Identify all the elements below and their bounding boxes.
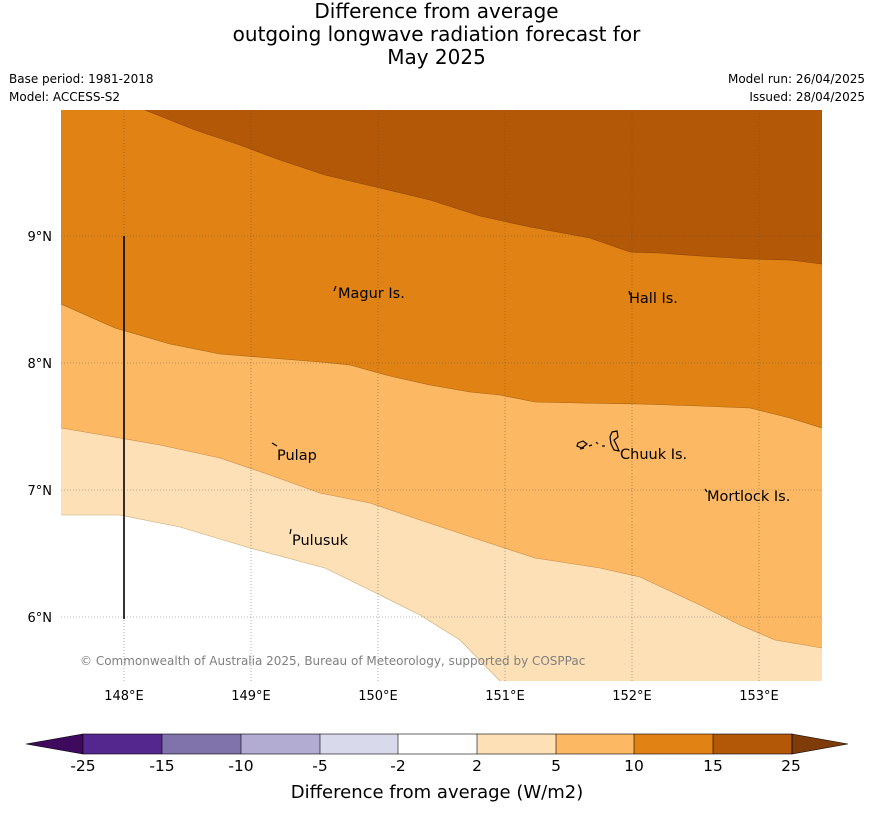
contour-edge-2 (61, 514, 501, 681)
islands (271, 285, 708, 535)
title-line-3: May 2025 (387, 45, 486, 69)
colorbar-label: 25 (781, 757, 801, 775)
colorbar-bin-minus25-minus15 (83, 734, 162, 754)
x-tick-153e: 153°E (739, 689, 779, 704)
label-chuuk: Chuuk Is. (620, 447, 687, 463)
y-tick-7n: 7°N (28, 484, 53, 499)
colorbar-label: 5 (551, 757, 561, 775)
colorbar-label: -2 (390, 757, 405, 775)
label-hall: Hall Is. (629, 291, 678, 307)
contour-edge-10 (61, 303, 822, 429)
colorbar-title: Difference from average (W/m2) (291, 782, 583, 803)
contour-map (61, 110, 822, 681)
meta-right: Model run: 26/04/2025 Issued: 28/04/2025 (728, 70, 865, 106)
pulap-island-shape (271, 442, 278, 447)
mortlock-island-shape (704, 488, 708, 493)
model-name: Model: ACCESS-S2 (9, 90, 121, 104)
colorbar-extend-high (791, 733, 849, 755)
model-run: Model run: 26/04/2025 (727, 72, 865, 86)
contour-edge-5 (61, 427, 822, 649)
colorbar-label: -15 (149, 757, 174, 775)
magur-island-shape (333, 285, 337, 292)
pulusuk-island-shape (289, 528, 292, 535)
colorbar-bin-minus15-minus10 (162, 734, 241, 754)
colorbar-bin-5-10 (556, 734, 634, 754)
label-magur: Magur Is. (338, 286, 405, 302)
y-tick-8n: 8°N (28, 357, 53, 372)
colorbar-extend-low (25, 733, 84, 755)
colorbar-bin-15-25 (713, 734, 792, 754)
hall-island-shape (628, 290, 631, 296)
copyright-notice: © Commonwealth of Australia 2025, Bureau… (80, 654, 585, 668)
map-title: Difference from average outgoing longwav… (0, 0, 873, 69)
y-tick-9n: 9°N (28, 230, 53, 245)
x-tick-150e: 150°E (358, 689, 398, 704)
colorbar-label: -25 (70, 757, 95, 775)
label-pulap: Pulap (277, 448, 317, 464)
colorbar-bin-2-5 (477, 734, 556, 754)
issued-date: Issued: 28/04/2025 (749, 90, 865, 104)
colorbar-bin-minus5-minus2 (320, 734, 398, 754)
band-15-25 (145, 110, 822, 264)
colorbar-frame (82, 733, 793, 755)
base-period: Base period: 1981-2018 (9, 72, 154, 86)
title-line-2: outgoing longwave radiation forecast for (232, 22, 641, 46)
colorbar-dividers (161, 734, 714, 754)
colorbar-bin-10-15 (634, 734, 713, 754)
colorbar-label: 10 (624, 757, 644, 775)
label-pulusuk: Pulusuk (292, 533, 349, 549)
colorbar-label: 2 (472, 757, 482, 775)
colorbar-bin-minus2-2 (398, 734, 477, 754)
x-tick-149e: 149°E (231, 689, 271, 704)
y-tick-6n: 6°N (28, 611, 53, 626)
colorbar: -25 -15 -10 -5 -2 2 5 10 15 25 Differenc… (25, 733, 849, 803)
label-mortlock: Mortlock Is. (707, 489, 790, 505)
colorbar-label: -5 (312, 757, 327, 775)
chuuk-island-shape (576, 430, 620, 452)
colorbar-label: -10 (228, 757, 253, 775)
meta-left: Base period: 1981-2018 Model: ACCESS-S2 (9, 70, 154, 106)
x-axis: 148°E 149°E 150°E 151°E 152°E 153°E (104, 689, 779, 704)
x-tick-151e: 151°E (485, 689, 525, 704)
x-tick-152e: 152°E (612, 689, 652, 704)
y-axis: 9°N 8°N 7°N 6°N (28, 230, 53, 626)
title-line-1: Difference from average (314, 0, 559, 23)
x-tick-148e: 148°E (104, 689, 144, 704)
colorbar-label: 15 (703, 757, 723, 775)
colorbar-bin-minus10-minus5 (241, 734, 320, 754)
